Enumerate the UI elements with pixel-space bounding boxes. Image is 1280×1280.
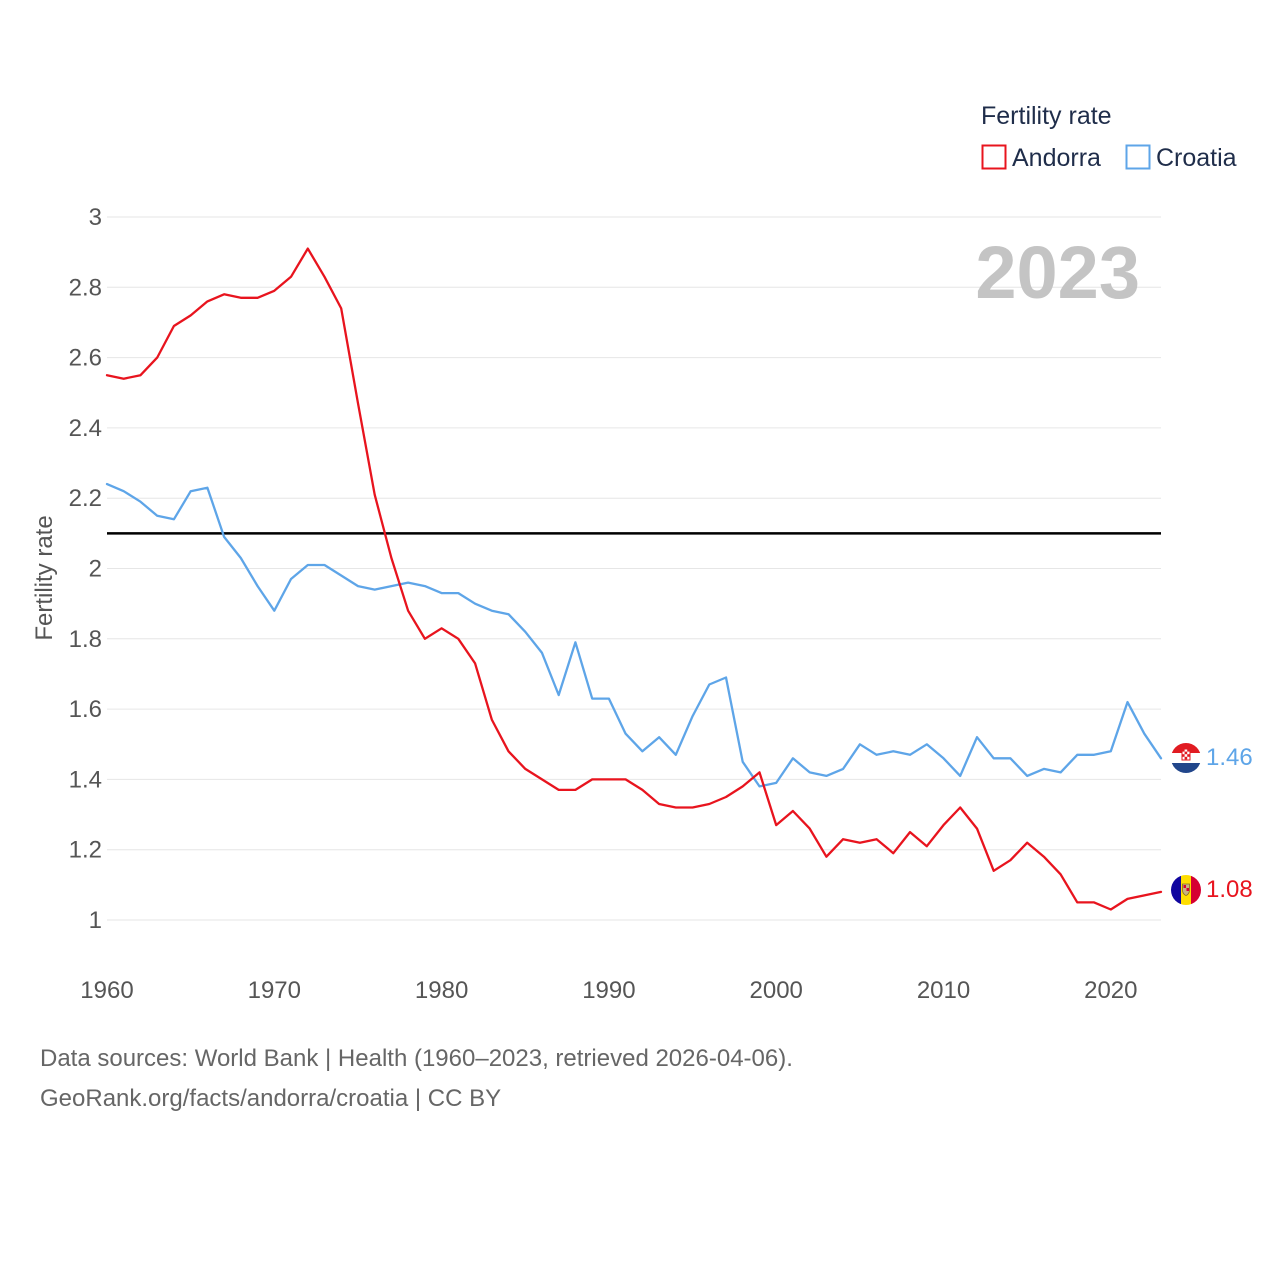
legend-title: Fertility rate (981, 102, 1112, 130)
series-lines (105, 247, 1163, 911)
legend-item-andorra[interactable]: Andorra (981, 144, 1102, 172)
y-axis-title: Fertility rate (31, 515, 58, 640)
series-line-croatia[interactable] (105, 482, 1163, 788)
end-label-croatia: 1.46 (1206, 744, 1253, 771)
legend-label-andorra: Andorra (1012, 144, 1101, 172)
andorra-flag-icon (1171, 875, 1201, 905)
y-tick-label: 3 (89, 204, 102, 231)
legend: Fertility rate Andorra Croatia (981, 102, 1237, 172)
x-axis-ticks: 1960 1970 1980 1990 2000 2010 2020 (80, 977, 1137, 1004)
y-tick-label: 2.6 (69, 345, 102, 372)
x-tick-label: 2000 (750, 977, 803, 1004)
grid-lines (107, 216, 1161, 921)
y-tick-label: 1.8 (69, 626, 102, 653)
y-tick-label: 1.2 (69, 837, 102, 864)
fertility-rate-chart: 1 1.2 1.4 1.6 1.8 2 2.2 2.4 2.6 2.8 3 1960 1970 1980… (31, 102, 1253, 1004)
y-tick-label: 1 (89, 907, 102, 934)
croatia-flag-icon (1171, 743, 1201, 773)
data-sources-note: Data sources: World Bank | Health (1960–… (40, 1045, 793, 1072)
series-line-andorra[interactable] (105, 247, 1163, 911)
y-tick-label: 1.4 (69, 766, 102, 793)
end-label-andorra: 1.08 (1206, 876, 1253, 903)
y-tick-label: 2.4 (69, 415, 102, 442)
y-tick-label: 2 (89, 556, 102, 583)
attribution-link[interactable]: GeoRank.org/facts/andorra/croatia | CC B… (40, 1085, 502, 1112)
x-tick-label: 1960 (80, 977, 133, 1004)
x-tick-label: 1990 (582, 977, 635, 1004)
x-tick-label: 2010 (917, 977, 970, 1004)
x-tick-label: 2020 (1084, 977, 1137, 1004)
legend-label-croatia: Croatia (1156, 144, 1237, 172)
x-tick-label: 1970 (248, 977, 301, 1004)
x-tick-label: 1980 (415, 977, 468, 1004)
y-tick-label: 2.2 (69, 485, 102, 512)
year-label: 2023 (975, 231, 1140, 314)
legend-swatch-andorra (981, 144, 1007, 170)
legend-item-croatia[interactable]: Croatia (1125, 144, 1237, 172)
legend-swatch-croatia (1125, 144, 1151, 170)
y-tick-label: 2.8 (69, 274, 102, 301)
y-tick-label: 1.6 (69, 696, 102, 723)
y-axis-ticks: 1 1.2 1.4 1.6 1.8 2 2.2 2.4 2.6 2.8 3 (69, 204, 102, 934)
